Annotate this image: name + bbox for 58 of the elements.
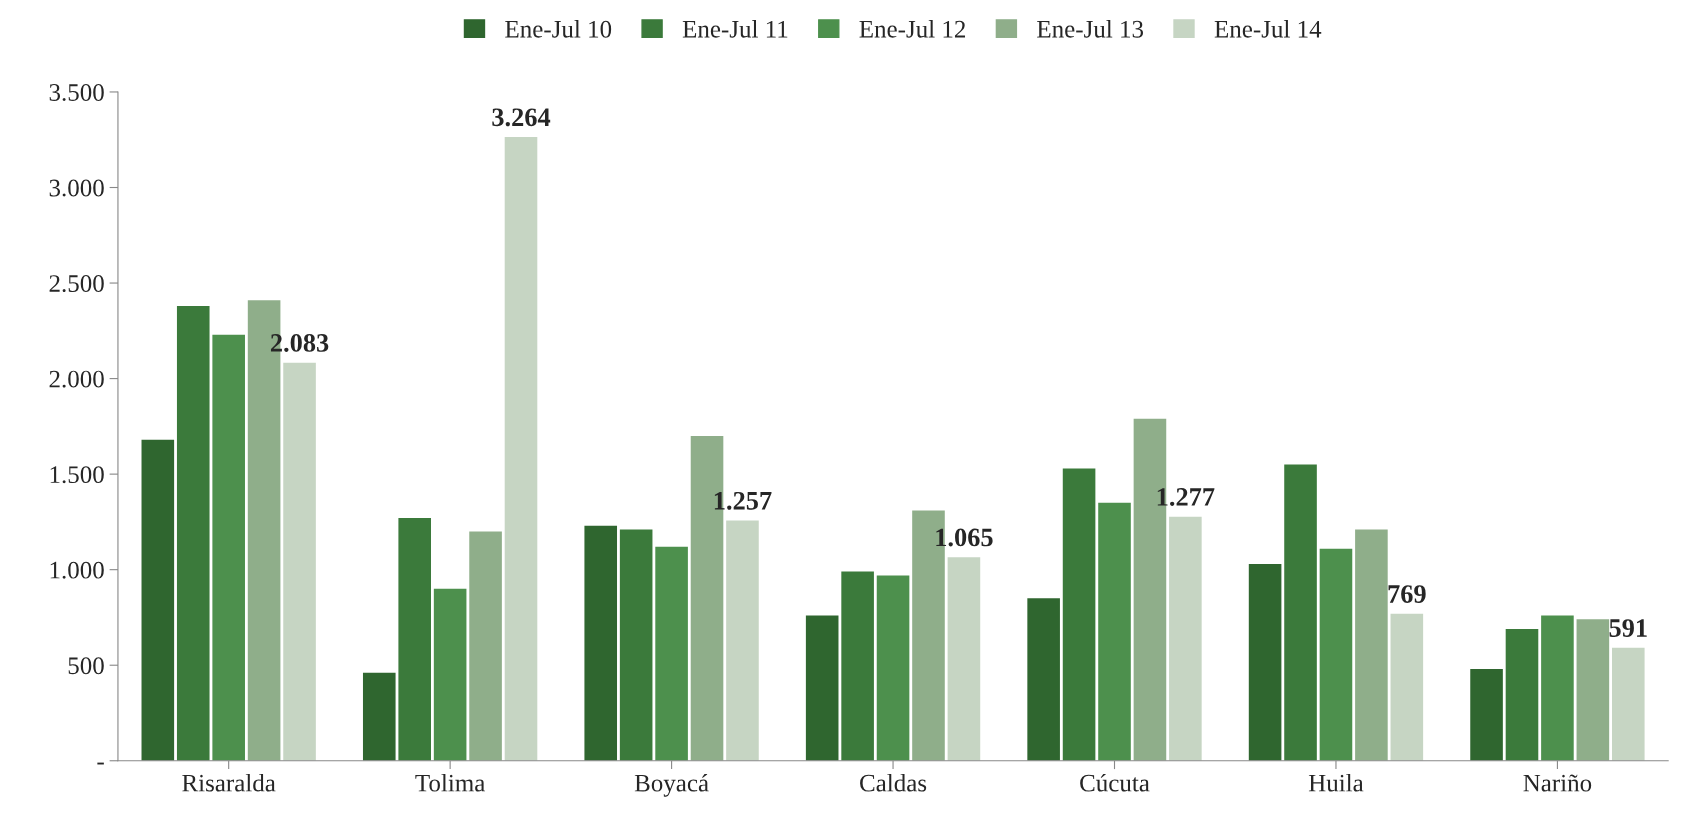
bar <box>805 615 839 761</box>
x-tick-label: Caldas <box>860 773 927 792</box>
bar <box>1284 464 1317 761</box>
y-tick-label: - <box>97 762 104 765</box>
bar <box>362 672 396 761</box>
y-tick-label: 500 <box>68 657 104 675</box>
bar <box>1470 669 1503 761</box>
bar <box>947 557 981 761</box>
bar <box>1027 598 1060 761</box>
x-tick-label: Tolima <box>415 773 486 792</box>
legend-label: Ene-Jul 10 <box>505 20 612 38</box>
bar <box>1611 647 1645 761</box>
legend-label: Ene-Jul 13 <box>1037 20 1144 38</box>
bar <box>1062 468 1096 761</box>
x-tick-label: Huila <box>1308 773 1364 792</box>
bar <box>584 525 618 761</box>
y-tick-label: 2.000 <box>49 370 104 388</box>
y-tick-label: 3.500 <box>49 84 104 101</box>
data-label: 2.083 <box>270 334 329 352</box>
data-label: 1.065 <box>936 528 993 547</box>
bar <box>655 546 688 761</box>
bar <box>433 588 467 761</box>
y-tick-label: 2.500 <box>49 275 104 293</box>
bar <box>1169 516 1202 761</box>
bar <box>504 137 538 761</box>
data-label: 1.277 <box>1157 488 1215 506</box>
x-tick-label: Cúcuta <box>1080 773 1150 792</box>
legend-label: Ene-Jul 12 <box>859 20 966 38</box>
bar <box>141 439 175 761</box>
legend-label: Ene-Jul 14 <box>1214 20 1322 38</box>
bar <box>726 520 759 761</box>
data-label: 769 <box>1388 585 1426 603</box>
bar <box>1541 615 1574 761</box>
bar <box>1319 548 1353 761</box>
legend-label: Ene-Jul 11 <box>682 20 788 38</box>
bar <box>619 529 653 761</box>
bar <box>841 571 874 761</box>
bar <box>212 334 245 761</box>
bar <box>1248 563 1282 761</box>
bar <box>283 362 316 761</box>
y-tick-label: 1.500 <box>50 466 104 484</box>
y-tick-label: 1.000 <box>50 561 104 579</box>
data-label: 1.257 <box>714 491 772 510</box>
bar <box>1355 529 1388 761</box>
bar <box>876 575 910 761</box>
x-tick-label: Nariño <box>1523 774 1592 792</box>
data-label: 591 <box>1609 619 1647 637</box>
y-tick-label: 3.000 <box>49 179 104 197</box>
x-tick-label: Risaralda <box>182 773 276 792</box>
data-label: 3.264 <box>492 108 551 127</box>
bar <box>176 305 210 761</box>
x-tick-label: Boyacá <box>634 773 709 797</box>
bar <box>469 531 502 761</box>
bar <box>1390 613 1424 761</box>
bar <box>1576 619 1610 761</box>
bar <box>1098 502 1131 761</box>
bar <box>398 518 431 761</box>
bar <box>1505 628 1539 761</box>
